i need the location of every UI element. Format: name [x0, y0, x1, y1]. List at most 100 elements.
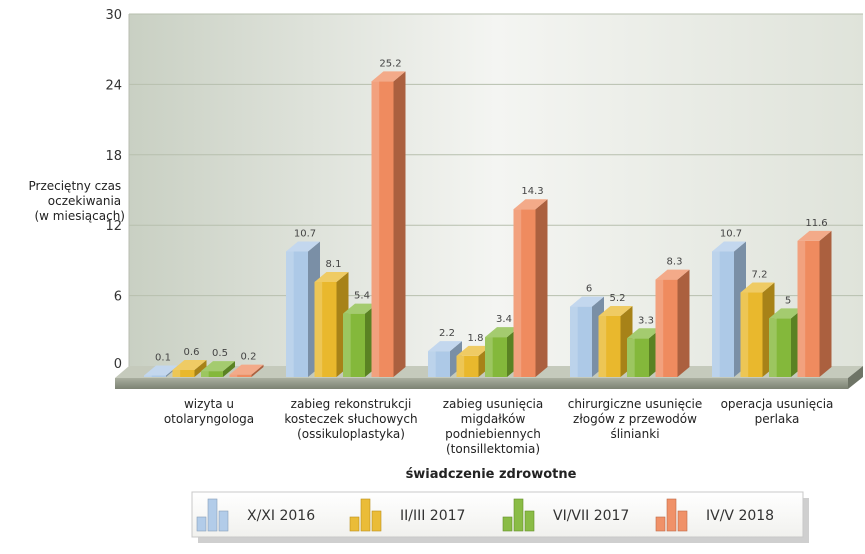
data-label: 5.4 [354, 291, 370, 302]
category-label: operacja usunięcia perlaka [721, 397, 834, 426]
legend-label: VI/VII 2017 [553, 508, 629, 524]
bar [740, 282, 775, 377]
bar [797, 230, 832, 377]
legend-bars-icon [349, 498, 382, 532]
data-label: 14.3 [521, 186, 543, 197]
legend-item: II/III 2017 [349, 498, 465, 532]
y-tick-label: 24 [105, 78, 122, 93]
bar-highlight [343, 313, 351, 377]
bars [144, 71, 832, 377]
y-tick-label: 18 [105, 149, 122, 164]
data-labels: 0.1 0.6 0.5 0.2 10.7 8.1 5.4 25.2 2.2 1.8 3.4 14.3 6… [155, 58, 828, 363]
bar-top [740, 282, 775, 293]
bar [172, 359, 207, 377]
bar-side [393, 71, 406, 377]
bar-highlight [144, 375, 152, 377]
bar-top [144, 365, 178, 376]
bar-highlight [740, 292, 749, 377]
legend-bars-icon [655, 498, 688, 532]
bar [201, 361, 235, 377]
bar-top [769, 308, 803, 319]
bar-highlight [485, 337, 493, 377]
bar-front [201, 371, 223, 377]
data-label: 8.1 [326, 259, 342, 270]
x-axis-label: świadczenie zdrowotne [406, 467, 577, 482]
data-label: 11.6 [805, 218, 827, 229]
bar-highlight [286, 251, 294, 377]
bar [513, 199, 548, 377]
bar-highlight [371, 81, 380, 377]
legend-item: VI/VII 2017 [502, 498, 629, 532]
grid-lines [129, 13, 863, 297]
bar-side [251, 364, 264, 377]
bar-top [343, 303, 377, 314]
y-tick-label: 6 [114, 290, 122, 305]
chart-floor-front [115, 378, 848, 389]
y-tick-label: 0 [114, 357, 122, 372]
bar-front [172, 369, 195, 377]
legend-label: II/III 2017 [400, 508, 465, 524]
bar-front [229, 374, 252, 377]
bar-highlight [570, 306, 578, 377]
data-label: 3.4 [496, 314, 512, 325]
bar-side [535, 199, 548, 377]
bar [343, 303, 377, 377]
data-label: 2.2 [439, 328, 455, 339]
bar [371, 71, 406, 377]
bar-highlight [428, 351, 436, 377]
bar-highlight [627, 338, 635, 377]
bar [655, 269, 690, 377]
data-label: 5.2 [610, 293, 626, 304]
bar-top [797, 230, 832, 241]
category-labels: wizyta u otolaryngologa zabieg rekonstrukc… [164, 397, 834, 456]
bar-top [229, 364, 264, 375]
bar-highlight [172, 369, 181, 377]
bar-top [314, 271, 349, 282]
bar [598, 305, 633, 377]
legend-item: IV/V 2018 [655, 498, 774, 532]
bar-highlight [229, 374, 238, 377]
legend-box [191, 491, 804, 538]
chart-floor-side [848, 366, 863, 389]
bar-highlight [598, 315, 607, 377]
legend-bars-icon [196, 498, 229, 532]
bar-top [598, 305, 633, 316]
bar-top [485, 327, 519, 338]
bar-highlight [712, 251, 720, 377]
bar-side [677, 269, 690, 377]
data-label: 6 [586, 284, 592, 295]
legend-bars-icon [502, 498, 535, 532]
data-label: 0.6 [184, 347, 200, 358]
category-label: wizyta u otolaryngologa [164, 397, 254, 426]
legend-label: IV/V 2018 [706, 508, 774, 524]
bar-highlight [797, 240, 806, 377]
bar-side [194, 359, 207, 377]
data-label: 3.3 [638, 315, 654, 326]
category-label: zabieg rekonstrukcji kosteczek słuchowych… [284, 397, 417, 441]
bar-top [712, 241, 746, 252]
legend-item: X/XI 2016 [196, 498, 315, 532]
bar-top [655, 269, 690, 280]
legend-label: X/XI 2016 [247, 508, 315, 524]
data-label: 1.8 [468, 333, 484, 344]
bar-top [627, 328, 661, 339]
y-axis-ticks: 0 6 12 18 24 30 [105, 8, 122, 372]
bar-top [570, 296, 604, 307]
bar-top [371, 71, 406, 82]
data-label: 10.7 [720, 228, 742, 239]
bar-top [513, 199, 548, 210]
data-label: 25.2 [379, 58, 401, 69]
bar [229, 364, 264, 377]
bar-top [201, 361, 235, 372]
data-label: 0.2 [241, 352, 257, 363]
data-label: 8.3 [667, 257, 683, 268]
bar-highlight [314, 281, 323, 377]
bar-highlight [201, 371, 209, 377]
data-label: 7.2 [752, 270, 768, 281]
category-label: zabieg usunięcia migdałków podniebiennych(… [443, 397, 544, 456]
data-label: 0.1 [155, 353, 171, 364]
bar-highlight [655, 279, 664, 377]
bar-side [819, 230, 832, 377]
bar-top [172, 359, 207, 370]
